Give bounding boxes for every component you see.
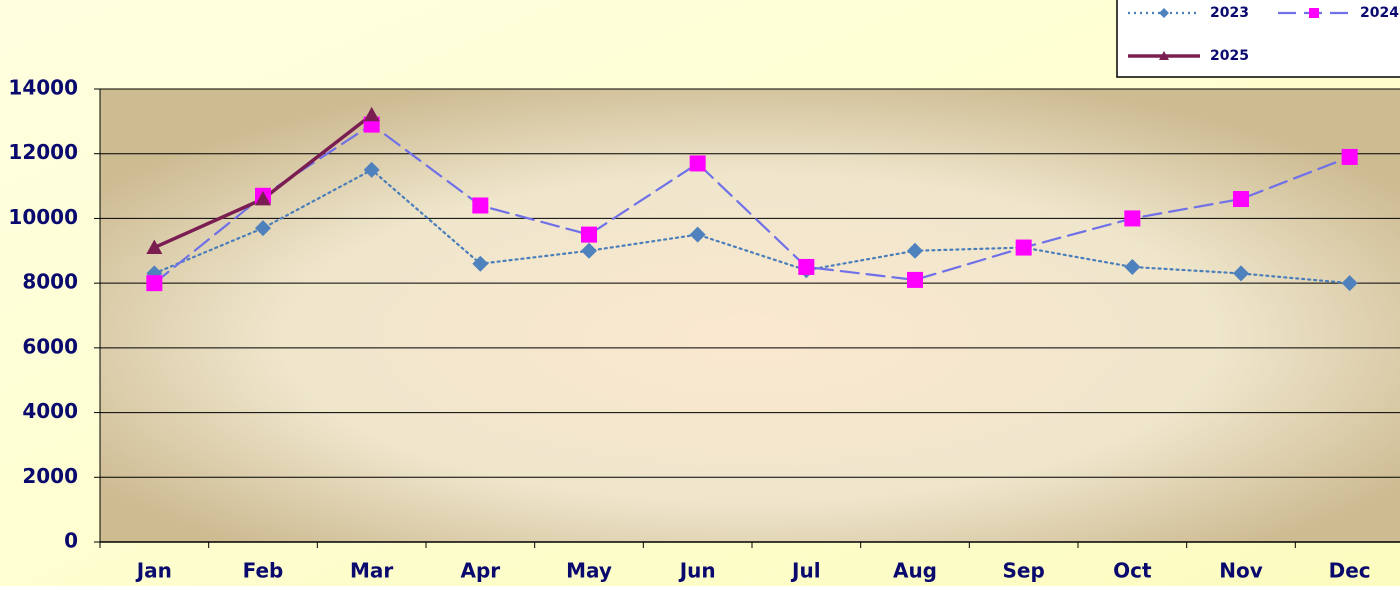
- series-line: [153, 123, 1351, 285]
- marker: [689, 155, 706, 172]
- marker: [1015, 239, 1032, 256]
- marker: [1233, 191, 1249, 208]
- x-tick-label: Apr: [460, 559, 500, 583]
- x-tick-label: Sep: [1003, 559, 1045, 583]
- marker: [689, 226, 706, 243]
- marker: [255, 191, 271, 206]
- marker: [1341, 148, 1358, 165]
- y-tick-label: 2000: [22, 464, 78, 488]
- x-tick-label: Jun: [678, 559, 716, 583]
- marker: [798, 258, 815, 275]
- legend-label: 2024: [1360, 5, 1399, 21]
- x-tick-label: Jul: [790, 559, 821, 583]
- legend-marker: [1159, 8, 1169, 18]
- marker: [146, 275, 163, 292]
- marker: [907, 242, 923, 259]
- marker: [363, 106, 380, 122]
- x-tick-label: Feb: [243, 559, 284, 583]
- marker: [472, 197, 489, 214]
- legend-marker: [1159, 51, 1169, 60]
- y-tick-label: 0: [64, 529, 78, 553]
- x-tick-label: Aug: [893, 559, 937, 583]
- marker: [146, 239, 163, 254]
- series-line: [153, 168, 1351, 285]
- marker: [1341, 275, 1358, 292]
- marker: [1124, 258, 1141, 275]
- x-tick-label: Dec: [1329, 559, 1371, 583]
- x-tick-label: Nov: [1219, 559, 1263, 583]
- plot-area: [100, 89, 1400, 542]
- marker: [581, 242, 597, 259]
- marker: [581, 226, 597, 243]
- x-tick-label: Jan: [135, 559, 172, 583]
- legend: [1116, 0, 1400, 78]
- y-tick-label: 4000: [22, 399, 78, 423]
- y-tick-label: 14000: [8, 76, 78, 100]
- x-tick-label: Mar: [350, 559, 393, 583]
- marker: [1124, 210, 1141, 227]
- x-tick-label: Oct: [1113, 559, 1152, 583]
- legend-label: 2025: [1210, 48, 1249, 64]
- marker: [255, 220, 271, 237]
- marker: [907, 271, 923, 288]
- marker: [363, 161, 380, 178]
- x-tick-label: May: [566, 559, 612, 583]
- y-tick-label: 6000: [22, 334, 78, 358]
- marker: [1233, 265, 1249, 282]
- y-tick-label: 12000: [8, 140, 78, 164]
- legend-marker: [1309, 8, 1319, 18]
- legend-label: 2023: [1210, 5, 1249, 21]
- y-tick-label: 8000: [22, 270, 78, 294]
- marker: [472, 255, 489, 272]
- y-tick-label: 10000: [8, 205, 78, 229]
